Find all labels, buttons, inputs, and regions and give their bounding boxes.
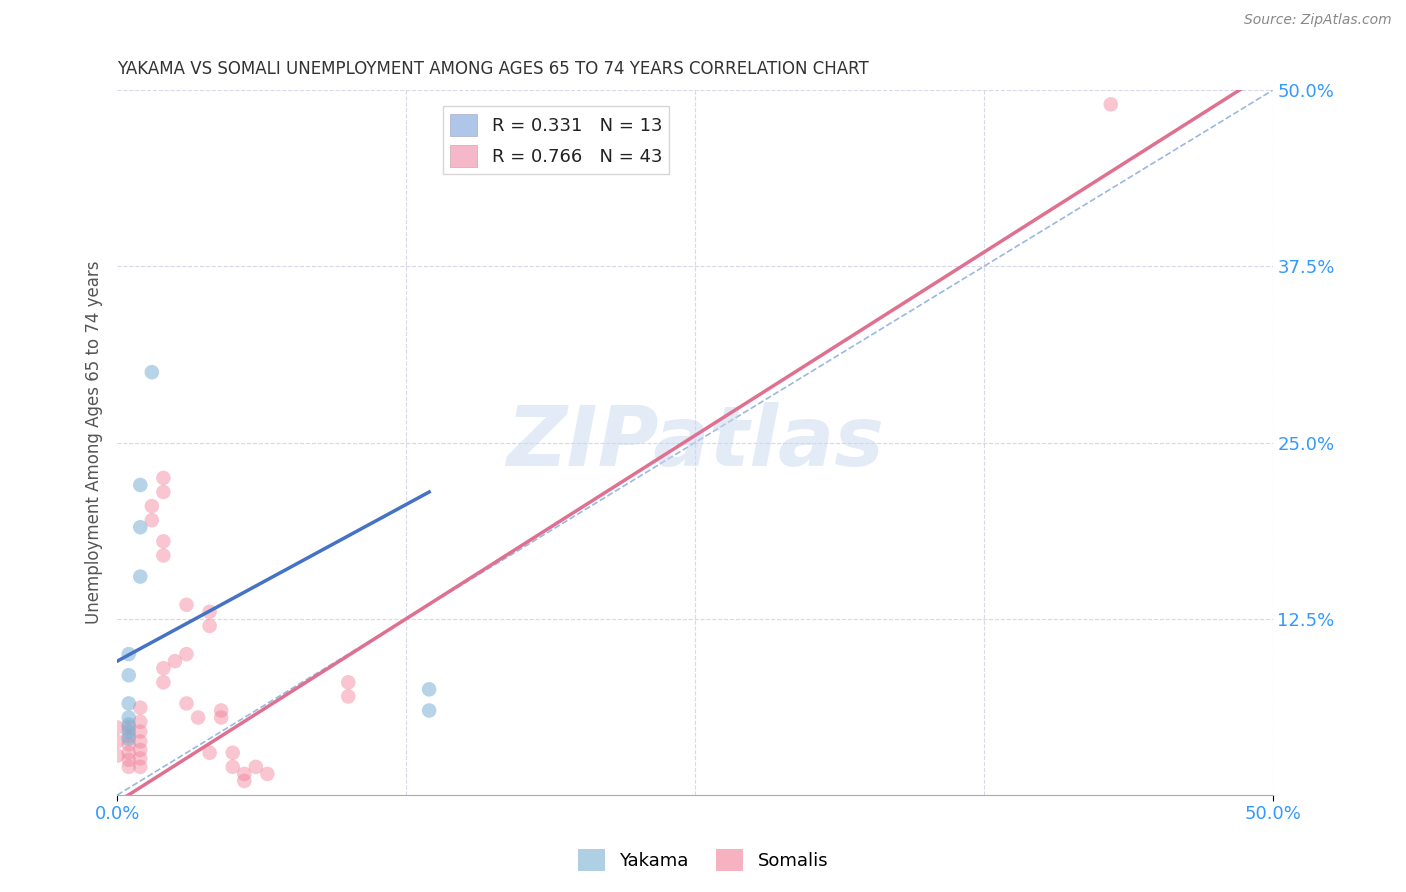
Point: [233, 774, 256, 789]
Point: [105, 734, 128, 748]
Point: [418, 704, 440, 718]
Point: [129, 734, 152, 748]
Point: [118, 737, 141, 751]
Y-axis label: Unemployment Among Ages 65 to 74 years: Unemployment Among Ages 65 to 74 years: [86, 261, 103, 624]
Legend: Yakama, Somalis: Yakama, Somalis: [571, 842, 835, 879]
Point: [209, 704, 232, 718]
Point: [129, 569, 152, 583]
Point: [222, 760, 245, 774]
Point: [152, 485, 174, 500]
Point: [118, 717, 141, 731]
Point: [141, 513, 163, 527]
Text: Source: ZipAtlas.com: Source: ZipAtlas.com: [1244, 13, 1392, 28]
Point: [105, 748, 128, 763]
Point: [118, 697, 141, 711]
Point: [129, 743, 152, 757]
Point: [176, 598, 198, 612]
Point: [118, 760, 141, 774]
Point: [337, 690, 360, 704]
Point: [337, 675, 360, 690]
Point: [129, 724, 152, 739]
Point: [152, 675, 174, 690]
Point: [176, 647, 198, 661]
Point: [233, 767, 256, 781]
Point: [118, 753, 141, 767]
Text: YAKAMA VS SOMALI UNEMPLOYMENT AMONG AGES 65 TO 74 YEARS CORRELATION CHART: YAKAMA VS SOMALI UNEMPLOYMENT AMONG AGES…: [117, 60, 869, 78]
Point: [129, 714, 152, 729]
Point: [198, 605, 221, 619]
Point: [118, 710, 141, 724]
Point: [198, 746, 221, 760]
Point: [118, 724, 141, 739]
Point: [152, 534, 174, 549]
Point: [129, 760, 152, 774]
Point: [129, 520, 152, 534]
Point: [118, 746, 141, 760]
Point: [176, 697, 198, 711]
Point: [141, 365, 163, 379]
Point: [152, 471, 174, 485]
Point: [118, 720, 141, 734]
Point: [152, 661, 174, 675]
Point: [418, 682, 440, 697]
Point: [118, 729, 141, 743]
Legend: R = 0.331   N = 13, R = 0.766   N = 43: R = 0.331 N = 13, R = 0.766 N = 43: [443, 106, 669, 174]
Point: [118, 731, 141, 746]
Point: [141, 499, 163, 513]
Point: [163, 654, 186, 668]
Point: [222, 746, 245, 760]
Point: [129, 478, 152, 492]
Point: [245, 760, 267, 774]
Text: ZIPatlas: ZIPatlas: [506, 402, 884, 483]
Point: [118, 647, 141, 661]
Point: [129, 751, 152, 765]
Point: [105, 720, 128, 734]
Point: [1099, 97, 1122, 112]
Point: [209, 710, 232, 724]
Point: [118, 668, 141, 682]
Point: [187, 710, 209, 724]
Point: [129, 700, 152, 714]
Point: [256, 767, 278, 781]
Point: [198, 619, 221, 633]
Point: [152, 549, 174, 563]
